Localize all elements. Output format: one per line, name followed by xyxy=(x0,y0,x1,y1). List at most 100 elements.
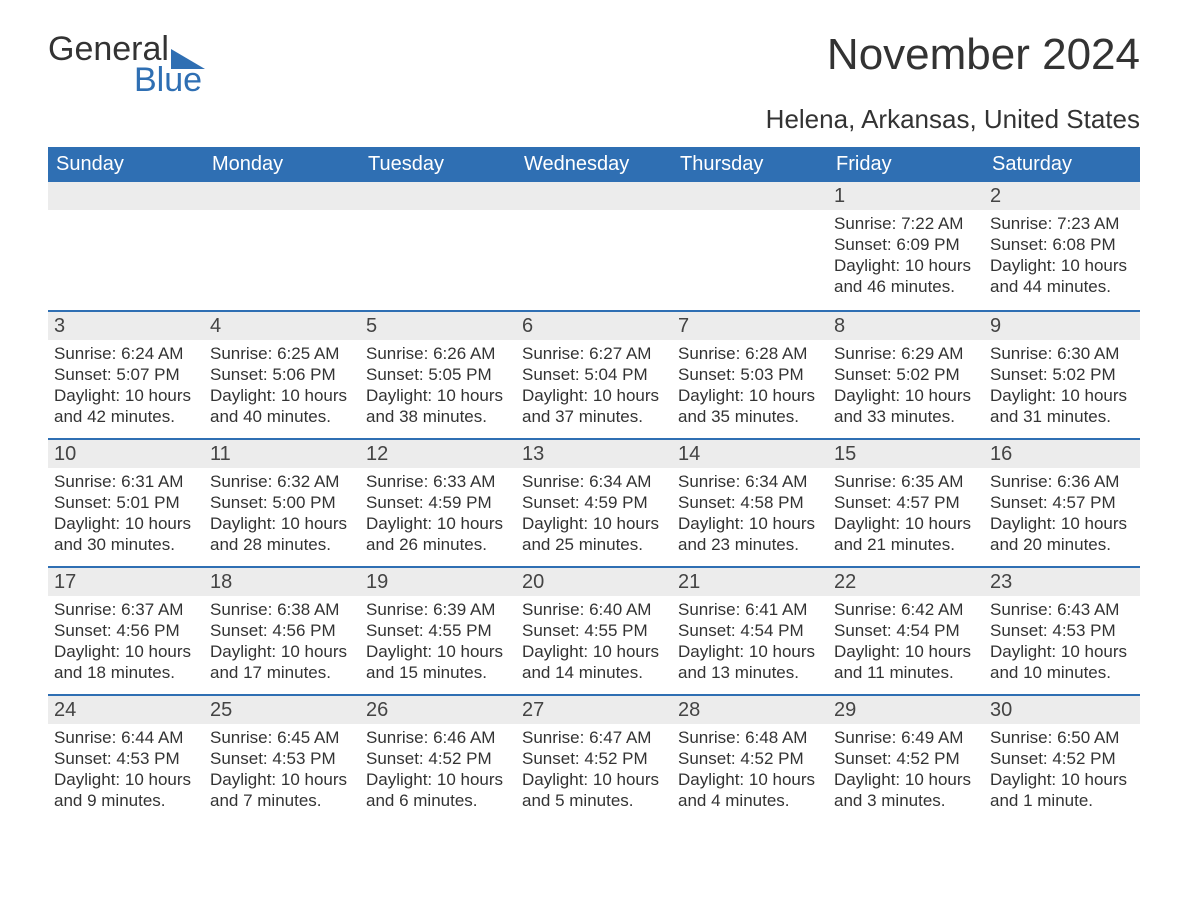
daylight-text: Daylight: 10 hours and 7 minutes. xyxy=(210,770,354,811)
daylight-text: Daylight: 10 hours and 1 minute. xyxy=(990,770,1134,811)
daylight-text: Daylight: 10 hours and 35 minutes. xyxy=(678,386,822,427)
day-cell: 30Sunrise: 6:50 AMSunset: 4:52 PMDayligh… xyxy=(984,696,1140,822)
day-cell: 7Sunrise: 6:28 AMSunset: 5:03 PMDaylight… xyxy=(672,312,828,438)
sunset-text: Sunset: 5:02 PM xyxy=(834,365,978,386)
day-number: 28 xyxy=(672,696,828,724)
day-cell: 10Sunrise: 6:31 AMSunset: 5:01 PMDayligh… xyxy=(48,440,204,566)
sunset-text: Sunset: 4:52 PM xyxy=(990,749,1134,770)
sunset-text: Sunset: 4:52 PM xyxy=(366,749,510,770)
day-cell: 16Sunrise: 6:36 AMSunset: 4:57 PMDayligh… xyxy=(984,440,1140,566)
day-number: 20 xyxy=(516,568,672,596)
sunrise-text: Sunrise: 6:35 AM xyxy=(834,472,978,493)
daylight-text: Daylight: 10 hours and 10 minutes. xyxy=(990,642,1134,683)
week-row: 24Sunrise: 6:44 AMSunset: 4:53 PMDayligh… xyxy=(48,694,1140,822)
logo: General Blue xyxy=(48,30,205,100)
sunset-text: Sunset: 5:06 PM xyxy=(210,365,354,386)
daylight-text: Daylight: 10 hours and 5 minutes. xyxy=(522,770,666,811)
sunset-text: Sunset: 5:00 PM xyxy=(210,493,354,514)
weekday-col: Thursday xyxy=(672,147,828,182)
daylight-text: Daylight: 10 hours and 42 minutes. xyxy=(54,386,198,427)
weeks-container: 1Sunrise: 7:22 AMSunset: 6:09 PMDaylight… xyxy=(48,182,1140,822)
day-cell: 14Sunrise: 6:34 AMSunset: 4:58 PMDayligh… xyxy=(672,440,828,566)
daylight-text: Daylight: 10 hours and 21 minutes. xyxy=(834,514,978,555)
day-number xyxy=(204,182,360,210)
sunrise-text: Sunrise: 6:27 AM xyxy=(522,344,666,365)
day-number: 8 xyxy=(828,312,984,340)
sunset-text: Sunset: 4:54 PM xyxy=(834,621,978,642)
day-number xyxy=(48,182,204,210)
sunset-text: Sunset: 4:53 PM xyxy=(990,621,1134,642)
week-row: 17Sunrise: 6:37 AMSunset: 4:56 PMDayligh… xyxy=(48,566,1140,694)
weekday-col: Friday xyxy=(828,147,984,182)
sunset-text: Sunset: 5:05 PM xyxy=(366,365,510,386)
day-cell: 22Sunrise: 6:42 AMSunset: 4:54 PMDayligh… xyxy=(828,568,984,694)
sunrise-text: Sunrise: 6:49 AM xyxy=(834,728,978,749)
daylight-text: Daylight: 10 hours and 20 minutes. xyxy=(990,514,1134,555)
day-cell: 19Sunrise: 6:39 AMSunset: 4:55 PMDayligh… xyxy=(360,568,516,694)
day-number: 1 xyxy=(828,182,984,210)
sunset-text: Sunset: 4:55 PM xyxy=(522,621,666,642)
day-number: 19 xyxy=(360,568,516,596)
day-number xyxy=(360,182,516,210)
sunrise-text: Sunrise: 6:30 AM xyxy=(990,344,1134,365)
day-number: 9 xyxy=(984,312,1140,340)
weekday-col: Monday xyxy=(204,147,360,182)
sunrise-text: Sunrise: 7:22 AM xyxy=(834,214,978,235)
day-cell: 13Sunrise: 6:34 AMSunset: 4:59 PMDayligh… xyxy=(516,440,672,566)
sunset-text: Sunset: 4:57 PM xyxy=(834,493,978,514)
day-number: 5 xyxy=(360,312,516,340)
sunset-text: Sunset: 5:07 PM xyxy=(54,365,198,386)
weekday-col: Tuesday xyxy=(360,147,516,182)
sunrise-text: Sunrise: 6:43 AM xyxy=(990,600,1134,621)
day-number: 24 xyxy=(48,696,204,724)
week-row: 10Sunrise: 6:31 AMSunset: 5:01 PMDayligh… xyxy=(48,438,1140,566)
day-number: 27 xyxy=(516,696,672,724)
sunrise-text: Sunrise: 6:31 AM xyxy=(54,472,198,493)
day-cell: 15 Sunrise: 6:35 AMSunset: 4:57 PMDayligh… xyxy=(828,440,984,566)
sunrise-text: Sunrise: 6:33 AM xyxy=(366,472,510,493)
day-number: 21 xyxy=(672,568,828,596)
page-title: November 2024 xyxy=(827,30,1140,80)
day-number: 17 xyxy=(48,568,204,596)
sunrise-text: Sunrise: 6:37 AM xyxy=(54,600,198,621)
day-cell xyxy=(48,182,204,310)
weekday-col: Sunday xyxy=(48,147,204,182)
day-cell: 18Sunrise: 6:38 AMSunset: 4:56 PMDayligh… xyxy=(204,568,360,694)
daylight-text: Daylight: 10 hours and 44 minutes. xyxy=(990,256,1134,297)
weekday-col: Saturday xyxy=(984,147,1140,182)
day-cell: 27Sunrise: 6:47 AMSunset: 4:52 PMDayligh… xyxy=(516,696,672,822)
day-cell: 2 Sunrise: 7:23 AMSunset: 6:08 PMDaylight… xyxy=(984,182,1140,310)
day-number: 25 xyxy=(204,696,360,724)
daylight-text: Daylight: 10 hours and 23 minutes. xyxy=(678,514,822,555)
daylight-text: Daylight: 10 hours and 30 minutes. xyxy=(54,514,198,555)
daylight-text: Daylight: 10 hours and 15 minutes. xyxy=(366,642,510,683)
sunrise-text: Sunrise: 6:34 AM xyxy=(678,472,822,493)
day-number: 2 xyxy=(984,182,1140,210)
sunset-text: Sunset: 4:52 PM xyxy=(522,749,666,770)
day-number: 30 xyxy=(984,696,1140,724)
sunrise-text: Sunrise: 6:25 AM xyxy=(210,344,354,365)
day-cell: 1Sunrise: 7:22 AMSunset: 6:09 PMDaylight… xyxy=(828,182,984,310)
sunset-text: Sunset: 4:57 PM xyxy=(990,493,1134,514)
weekday-header: Sunday Monday Tuesday Wednesday Thursday… xyxy=(48,147,1140,182)
day-cell xyxy=(672,182,828,310)
day-number: 15 xyxy=(828,440,984,468)
daylight-text: Daylight: 10 hours and 13 minutes. xyxy=(678,642,822,683)
day-number xyxy=(672,182,828,210)
sunset-text: Sunset: 4:52 PM xyxy=(834,749,978,770)
sunrise-text: Sunrise: 7:23 AM xyxy=(990,214,1134,235)
day-cell: 6Sunrise: 6:27 AMSunset: 5:04 PMDaylight… xyxy=(516,312,672,438)
day-number: 7 xyxy=(672,312,828,340)
weekday-col: Wednesday xyxy=(516,147,672,182)
sunset-text: Sunset: 6:08 PM xyxy=(990,235,1134,256)
sunset-text: Sunset: 5:04 PM xyxy=(522,365,666,386)
sunset-text: Sunset: 4:59 PM xyxy=(366,493,510,514)
daylight-text: Daylight: 10 hours and 33 minutes. xyxy=(834,386,978,427)
day-cell: 21Sunrise: 6:41 AMSunset: 4:54 PMDayligh… xyxy=(672,568,828,694)
day-cell: 17Sunrise: 6:37 AMSunset: 4:56 PMDayligh… xyxy=(48,568,204,694)
sunrise-text: Sunrise: 6:38 AM xyxy=(210,600,354,621)
sunset-text: Sunset: 4:54 PM xyxy=(678,621,822,642)
day-cell: 23Sunrise: 6:43 AMSunset: 4:53 PMDayligh… xyxy=(984,568,1140,694)
day-number: 29 xyxy=(828,696,984,724)
day-cell xyxy=(360,182,516,310)
